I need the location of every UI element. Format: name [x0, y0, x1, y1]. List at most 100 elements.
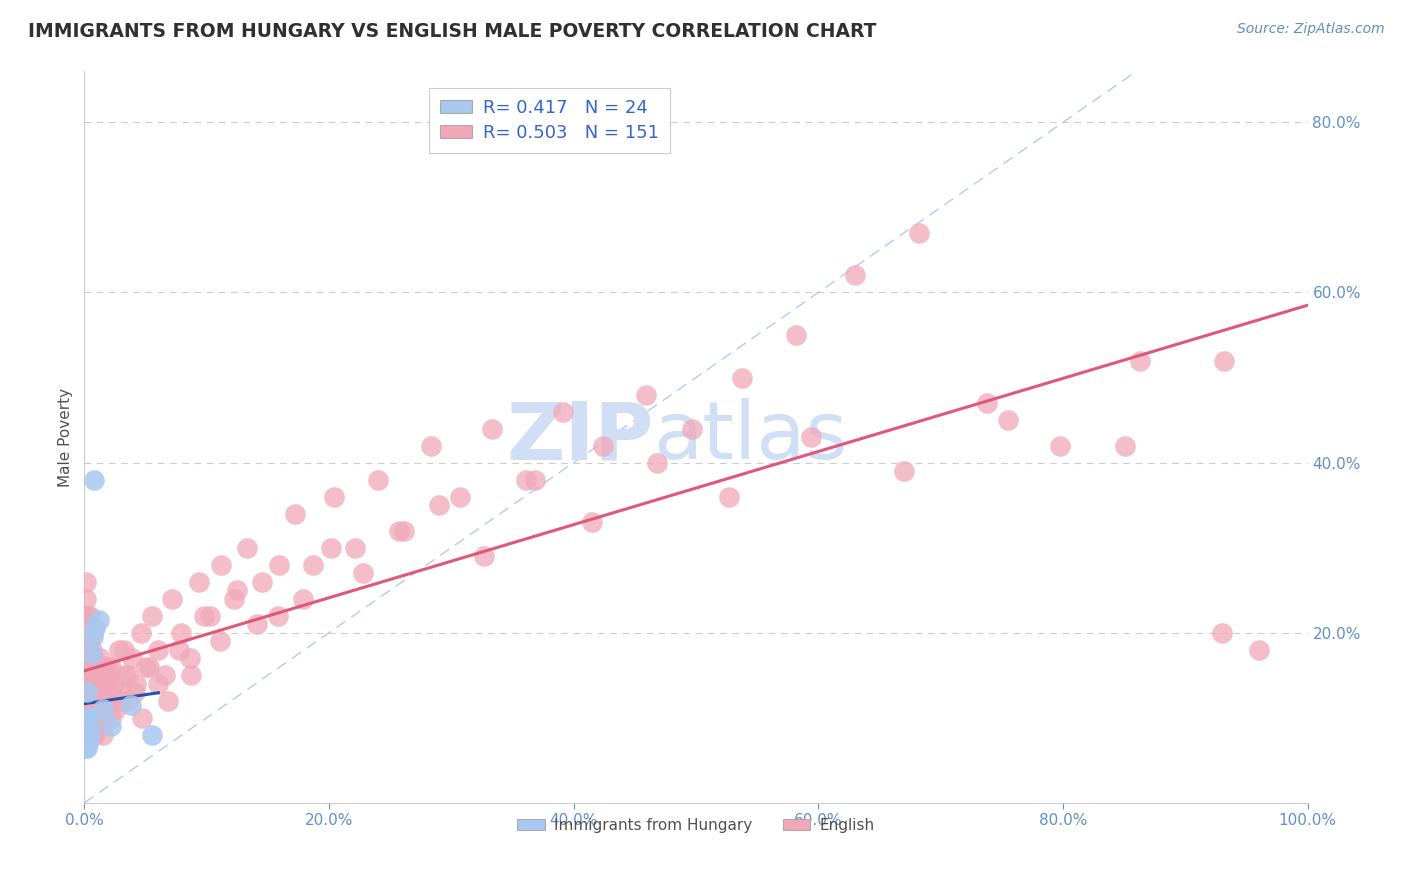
Point	[1049, 439, 1071, 453]
Point	[76, 740, 98, 755]
Point	[83, 677, 105, 691]
Point	[87, 613, 110, 627]
Point	[91, 728, 114, 742]
Point	[76, 714, 98, 729]
Point	[76, 668, 98, 682]
Point	[515, 473, 537, 487]
Point	[1211, 625, 1233, 640]
Point	[76, 677, 98, 691]
Point	[180, 668, 202, 682]
Point	[997, 413, 1019, 427]
Point	[523, 473, 546, 487]
Point	[86, 702, 108, 716]
Point	[236, 541, 259, 555]
Point	[75, 625, 97, 640]
Text: IMMIGRANTS FROM HUNGARY VS ENGLISH MALE POVERTY CORRELATION CHART: IMMIGRANTS FROM HUNGARY VS ENGLISH MALE …	[28, 22, 876, 41]
Point	[246, 617, 269, 632]
Point	[427, 498, 450, 512]
Point	[82, 625, 104, 640]
Point	[100, 711, 122, 725]
Point	[82, 630, 104, 644]
Point	[76, 634, 98, 648]
Point	[131, 711, 153, 725]
Point	[79, 625, 101, 640]
Point	[75, 574, 97, 589]
Point	[97, 659, 120, 673]
Point	[76, 685, 98, 699]
Point	[75, 719, 97, 733]
Point	[907, 226, 929, 240]
Point	[87, 719, 110, 733]
Point	[844, 268, 866, 283]
Point	[75, 731, 97, 746]
Point	[97, 694, 120, 708]
Point	[120, 698, 142, 712]
Point	[976, 396, 998, 410]
Point	[200, 608, 222, 623]
Point	[77, 634, 100, 648]
Point	[80, 694, 103, 708]
Point	[80, 711, 103, 725]
Point	[83, 659, 105, 673]
Point	[226, 583, 249, 598]
Point	[75, 591, 97, 606]
Point	[634, 387, 657, 401]
Point	[96, 702, 118, 716]
Point	[76, 694, 98, 708]
Point	[79, 702, 101, 716]
Point	[146, 642, 169, 657]
Point	[79, 728, 101, 742]
Point	[82, 728, 104, 742]
Point	[138, 659, 160, 673]
Point	[367, 473, 389, 487]
Point	[170, 625, 193, 640]
Point	[141, 728, 163, 742]
Point	[193, 608, 215, 623]
Point	[717, 490, 740, 504]
Point	[107, 642, 129, 657]
Point	[100, 659, 122, 673]
Point	[94, 685, 117, 699]
Point	[785, 328, 807, 343]
Point	[1114, 439, 1136, 453]
Point	[104, 677, 127, 691]
Point	[76, 608, 98, 623]
Point	[681, 421, 703, 435]
Point	[77, 642, 100, 657]
Point	[82, 685, 104, 699]
Point	[75, 728, 97, 742]
Point	[82, 659, 104, 673]
Point	[90, 694, 112, 708]
Point	[472, 549, 495, 563]
Point	[77, 702, 100, 716]
Point	[124, 685, 146, 699]
Point	[77, 711, 100, 725]
Point	[117, 668, 139, 682]
Text: ZIP: ZIP	[506, 398, 654, 476]
Point	[83, 651, 105, 665]
Point	[103, 677, 125, 691]
Point	[392, 524, 415, 538]
Point	[322, 490, 344, 504]
Point	[75, 740, 97, 755]
Point	[449, 490, 471, 504]
Point	[75, 608, 97, 623]
Point	[79, 608, 101, 623]
Point	[800, 430, 823, 444]
Point	[76, 659, 98, 673]
Point	[167, 642, 190, 657]
Point	[581, 515, 603, 529]
Point	[77, 694, 100, 708]
Point	[105, 702, 128, 716]
Point	[141, 608, 163, 623]
Point	[94, 677, 117, 691]
Point	[76, 651, 98, 665]
Point	[292, 591, 315, 606]
Point	[481, 421, 503, 435]
Text: Source: ZipAtlas.com: Source: ZipAtlas.com	[1237, 22, 1385, 37]
Point	[209, 634, 232, 648]
Point	[84, 728, 107, 742]
Point	[84, 622, 107, 636]
Point	[388, 524, 411, 538]
Point	[121, 651, 143, 665]
